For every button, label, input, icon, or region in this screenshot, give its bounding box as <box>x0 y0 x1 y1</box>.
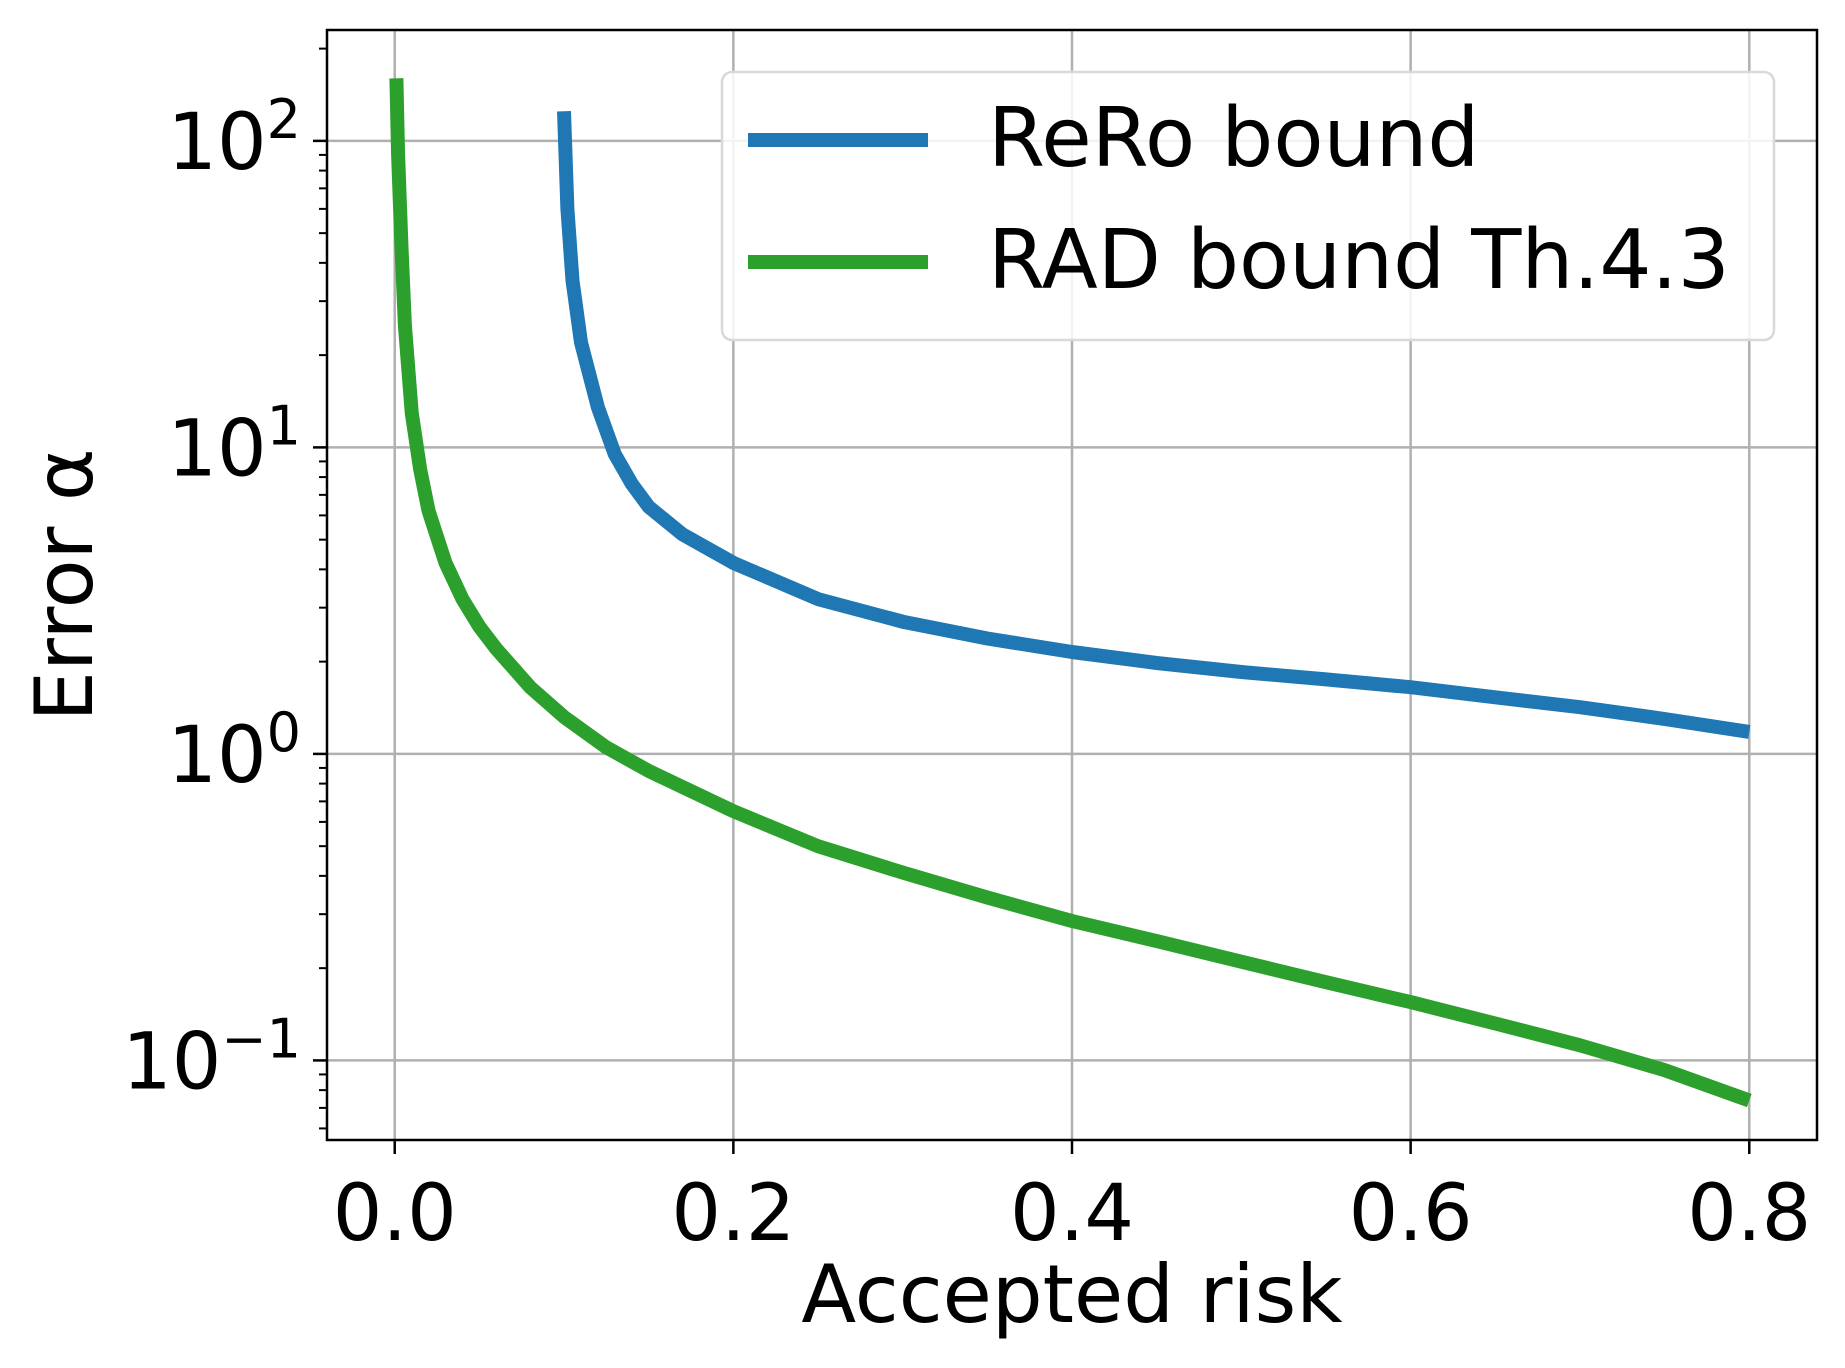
y-tick-labels: 10−1 100 101 102 <box>122 87 301 1107</box>
legend: ReRo bound RAD bound Th.4.3 <box>720 70 1776 342</box>
legend-box <box>720 70 1776 342</box>
major-ticks <box>313 139 1751 1154</box>
x-tick-label: 0.0 <box>333 1169 457 1259</box>
series-lines <box>389 78 1752 1108</box>
minor-ticks <box>319 47 327 1130</box>
x-tick-label: 0.8 <box>1687 1169 1811 1259</box>
series-line-1 <box>389 78 1752 1108</box>
x-tick-labels: 0.0 0.2 0.4 0.6 0.8 <box>333 1169 1812 1259</box>
legend-label-rero: ReRo bound <box>988 91 1479 186</box>
x-tick-label: 0.2 <box>671 1169 795 1259</box>
y-tick-label: 100 <box>167 700 301 801</box>
y-tick-label: 102 <box>167 87 301 188</box>
y-axis-title: Error α <box>18 448 111 721</box>
y-tick-label: 10−1 <box>122 1007 301 1108</box>
x-axis-title: Accepted risk <box>801 1248 1343 1341</box>
y-tick-label: 101 <box>167 394 301 495</box>
x-tick-label: 0.4 <box>1010 1169 1134 1259</box>
x-tick-label: 0.6 <box>1349 1169 1473 1259</box>
legend-label-rad: RAD bound Th.4.3 <box>988 213 1730 308</box>
series-line-0 <box>557 110 1751 739</box>
